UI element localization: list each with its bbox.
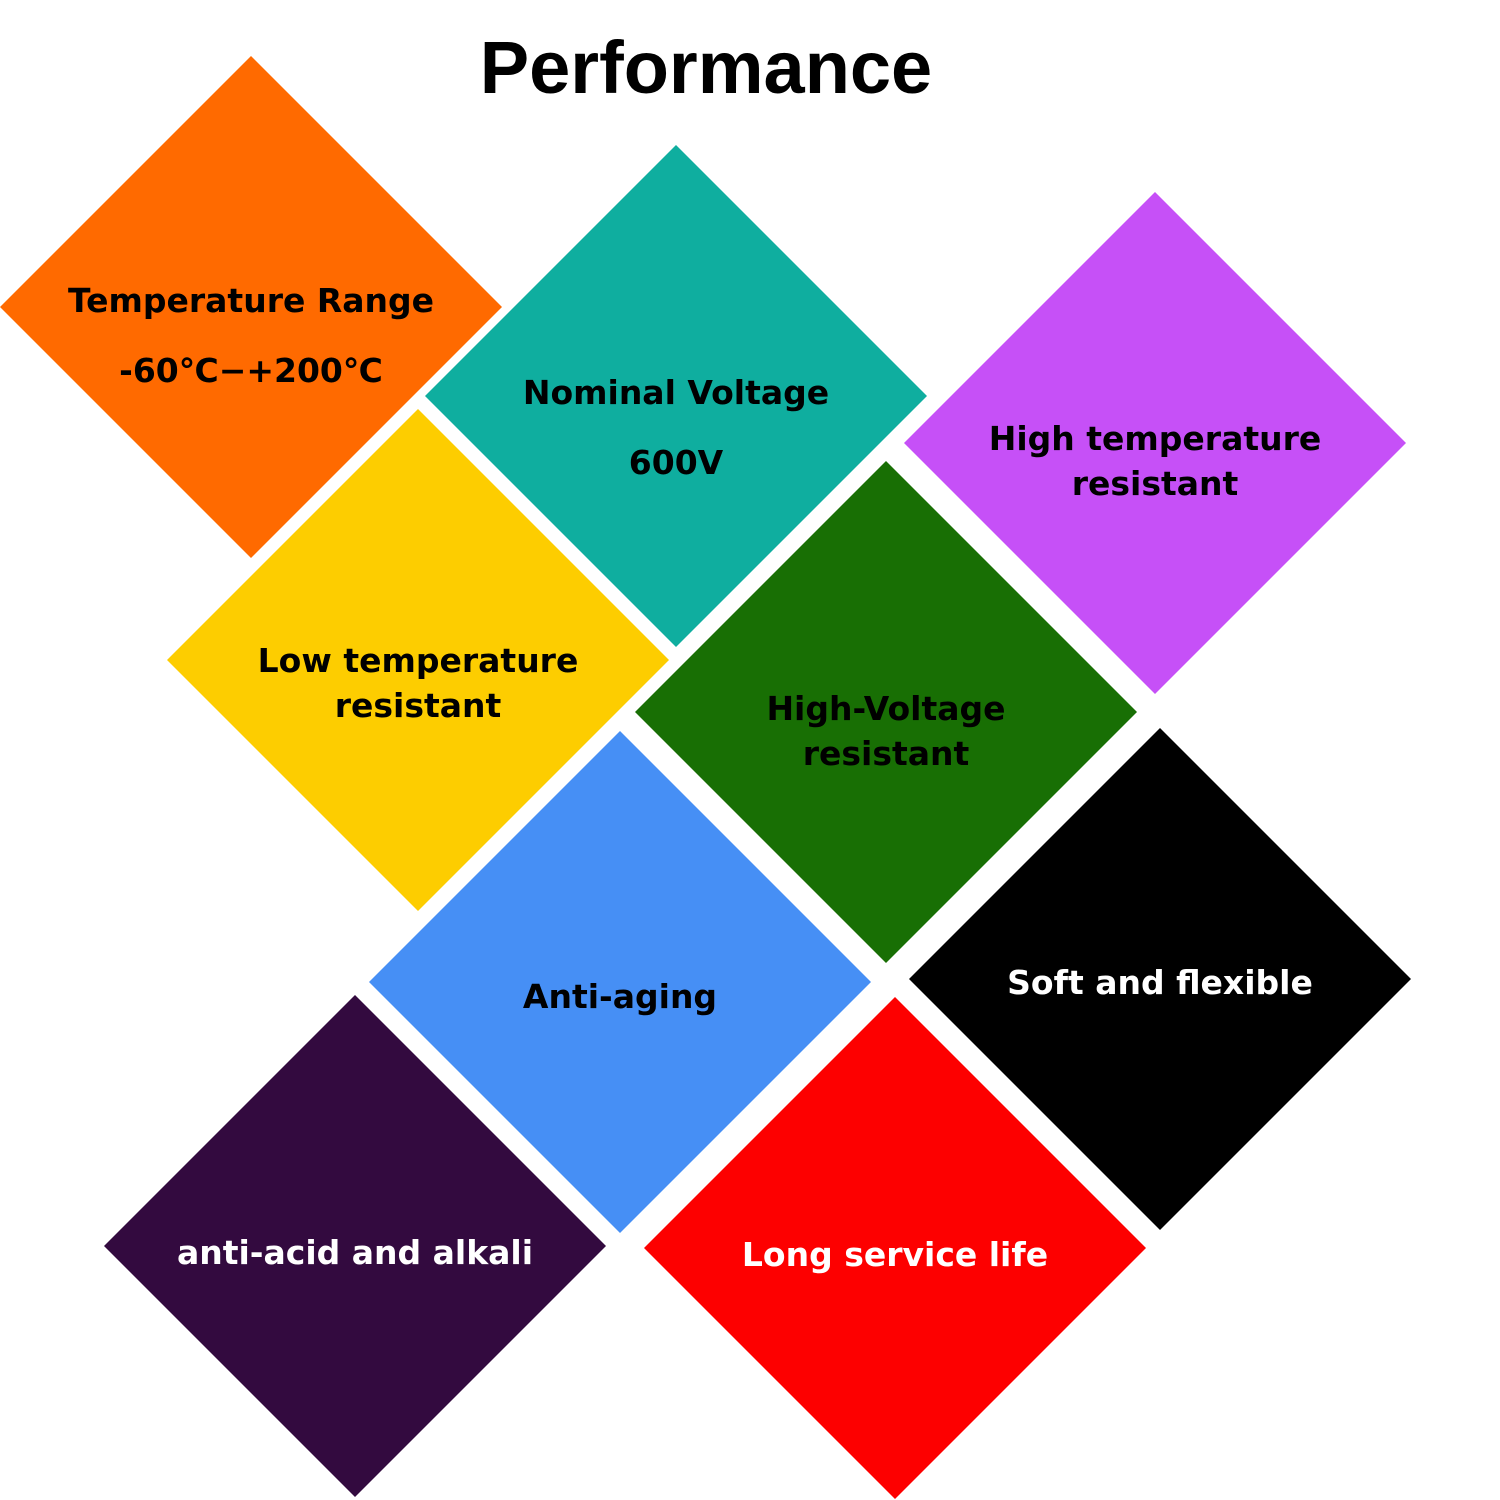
tile-label: High temperature [989, 419, 1322, 458]
diamond-shape [904, 192, 1406, 694]
tile-label: Nominal Voltage [523, 373, 829, 412]
diamond-shape [425, 145, 927, 647]
tile-label: resistant [1072, 464, 1239, 503]
tile-label: Temperature Range [68, 281, 434, 320]
tile-label: resistant [335, 686, 502, 725]
tile-long-service-life: Long service life [644, 997, 1146, 1499]
tile-nominal-voltage: Nominal Voltage 600V [425, 145, 927, 647]
tile-label: anti-acid and alkali [177, 1233, 533, 1272]
tile-high-temperature-resistant: High temperature resistant [904, 192, 1406, 694]
tile-anti-acid-and-alkali: anti-acid and alkali [104, 995, 606, 1497]
tile-label: High-Voltage [766, 689, 1005, 728]
tile-label: resistant [803, 734, 970, 773]
tile-label: Anti-aging [523, 977, 717, 1016]
diamond-shape [909, 728, 1411, 1230]
diamond-shape [0, 56, 502, 558]
diamond-shape [635, 461, 1137, 963]
tile-low-temperature-resistant: Low temperature resistant [167, 409, 669, 911]
tile-soft-and-flexible: Soft and flexible [909, 728, 1411, 1230]
tile-anti-aging: Anti-aging [369, 731, 871, 1233]
diamond-shape [369, 731, 871, 1233]
tile-label: 600V [629, 443, 724, 482]
tile-label: Low temperature [258, 641, 579, 680]
diamond-shape [104, 995, 606, 1497]
tile-label: Long service life [742, 1235, 1048, 1274]
diamond-shape [644, 997, 1146, 1499]
diamond-shape [167, 409, 669, 911]
tile-high-voltage-resistant: High-Voltage resistant [635, 461, 1137, 963]
tile-temperature-range: Temperature Range -60℃−+200℃ [0, 56, 502, 558]
tile-label: Soft and flexible [1007, 963, 1313, 1002]
tile-label: -60℃−+200℃ [119, 351, 383, 390]
page-title: Performance [480, 26, 932, 109]
